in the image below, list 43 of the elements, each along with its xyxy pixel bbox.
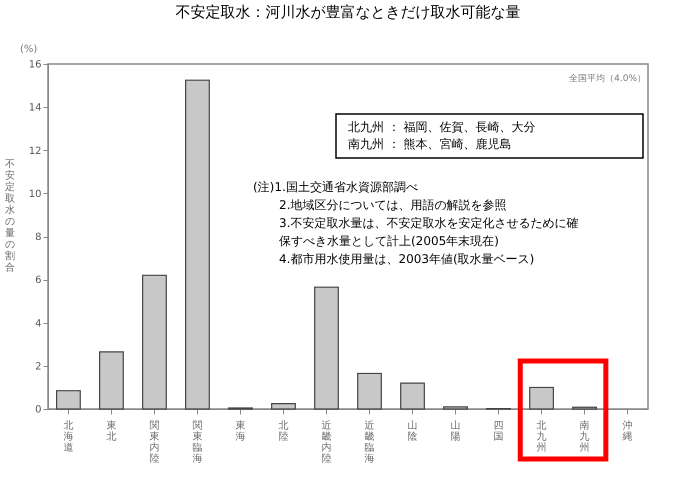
annotation: 南九州 ： 熊本、宮崎、鹿児島	[348, 137, 512, 151]
annotation: 4.都市用水使用量は、2003年値(取水量ベース)	[279, 252, 534, 266]
annotation: 2.地域区分については、用語の解説を参照	[279, 198, 506, 212]
y-tick-label: 4	[35, 318, 42, 330]
bar	[271, 403, 296, 410]
bar	[56, 390, 81, 410]
annotation: 3.不安定取水量は、不安定取水を安定化させるために確保すべき水量として計上(2005年末現在)	[279, 216, 578, 248]
y-tick-label: 14	[28, 102, 42, 114]
y-tick-label: 0	[35, 404, 42, 416]
x-tick-label: 北陸	[278, 420, 288, 442]
y-tick-label: 16	[28, 60, 42, 70]
bar	[443, 406, 468, 410]
x-tick-label: 北九州	[536, 420, 547, 454]
y-tick-label: 8	[35, 232, 42, 243]
y-tick-label: 6	[35, 275, 42, 286]
x-tick-label: 四国	[494, 420, 504, 442]
annotation: (注)1.国土交通省水資源部調べ	[253, 180, 418, 194]
bar	[314, 286, 339, 410]
bar	[99, 351, 124, 410]
x-tick-label: 関東臨海	[192, 420, 202, 464]
y-tick-label: 10	[28, 188, 42, 200]
x-tick-label: 南九州	[580, 420, 590, 454]
bar	[400, 382, 425, 410]
bar	[185, 80, 210, 410]
x-tick-label: 近畿内陸	[321, 420, 332, 464]
annotation: 全国平均（4.0%）	[569, 73, 646, 84]
text: 不安定取水の量の割合	[5, 159, 15, 274]
x-tick-label: 沖縄	[622, 420, 633, 442]
annotation: 北九州 ： 福岡、佐賀、長崎、大分	[348, 120, 536, 134]
text: (%)	[20, 44, 38, 55]
x-tick-label: 関東内陸	[149, 420, 160, 464]
x-tick-label: 東北	[106, 420, 116, 442]
bar	[529, 386, 554, 410]
x-tick-label: 近畿臨海	[364, 420, 375, 464]
chart-title: 不安定取水：河川水が豊富なときだけ取水可能な量	[176, 3, 520, 21]
x-tick-label: 山陽	[450, 420, 461, 442]
x-tick-label: 東海	[235, 420, 246, 442]
bar	[142, 274, 167, 410]
x-tick-label: 北海道	[63, 420, 74, 454]
y-tick-label: 2	[35, 361, 42, 372]
bar	[357, 372, 382, 410]
x-tick-label: 山陰	[408, 420, 418, 442]
y-tick-label: 12	[28, 146, 42, 157]
